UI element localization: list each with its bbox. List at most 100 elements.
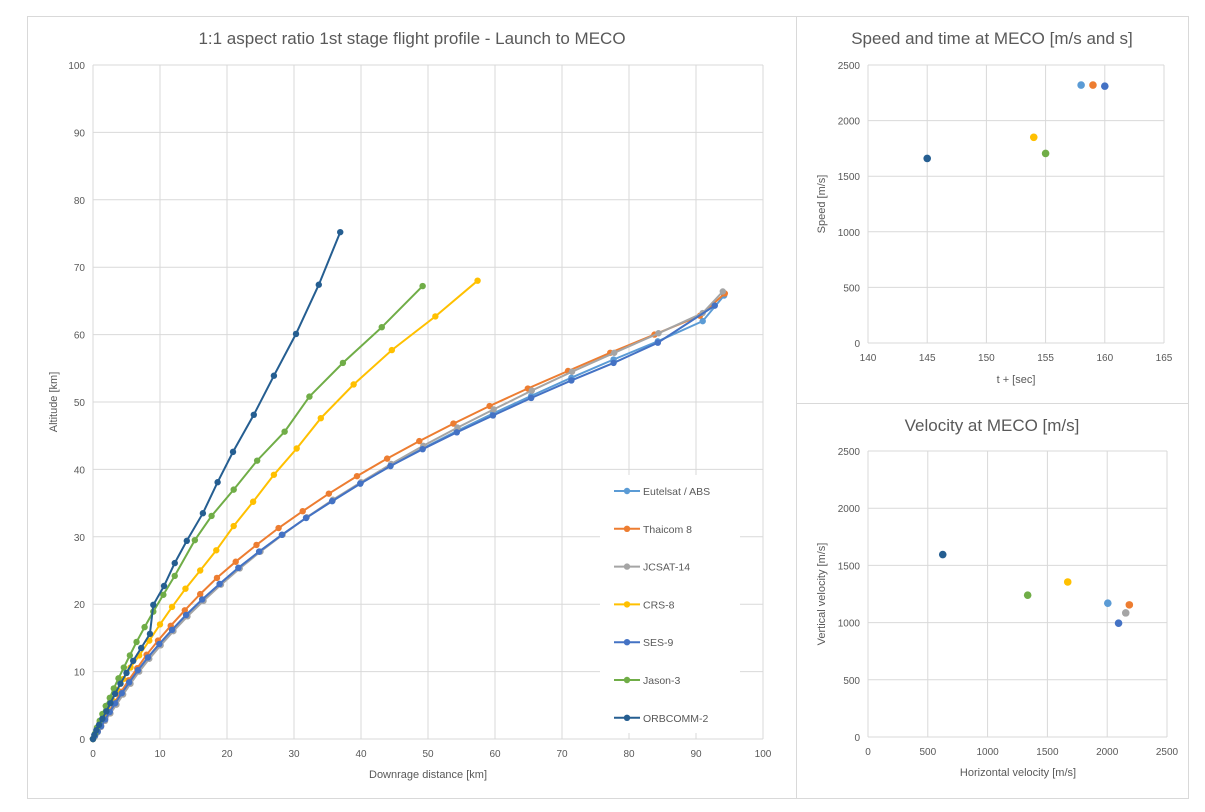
y-tick-label: 0 <box>854 733 860 744</box>
data-point <box>719 288 726 295</box>
y-tick-label: 1500 <box>838 172 861 183</box>
data-point <box>130 657 137 665</box>
x-tick-label: 0 <box>90 749 96 760</box>
data-point <box>337 228 344 236</box>
data-point-jason-3 <box>1023 591 1032 599</box>
data-point <box>208 512 215 520</box>
data-point <box>388 346 396 354</box>
data-point <box>325 490 333 497</box>
data-point <box>610 359 617 367</box>
data-point <box>299 507 306 515</box>
data-point <box>357 480 364 487</box>
y-tick-label: 10 <box>74 668 86 679</box>
data-point <box>383 455 391 462</box>
legend-dot-marker <box>623 676 631 684</box>
x-tick-label: 40 <box>355 749 367 760</box>
y-tick-label: 0 <box>854 339 860 350</box>
data-point <box>278 531 286 538</box>
x-tick-label: 2500 <box>1156 747 1179 758</box>
legend-dot-marker <box>623 639 631 646</box>
x-axis-label: Horizontal velocity [m/s] <box>960 767 1076 779</box>
data-point-eutelsat-abs <box>1103 599 1112 607</box>
data-point <box>138 644 145 652</box>
legend-item: Thaicom 8 <box>614 524 692 536</box>
data-point <box>270 471 278 478</box>
y-tick-label: 20 <box>74 600 86 611</box>
data-point-thaicom-8 <box>1125 601 1134 609</box>
data-point <box>253 541 260 549</box>
data-point-ses-9 <box>1114 619 1123 627</box>
data-point <box>270 372 278 379</box>
data-point <box>171 572 178 580</box>
data-point <box>214 479 221 486</box>
legend-dot-marker <box>623 563 631 570</box>
chart-title: Speed and time at MECO [m/s and s] <box>851 29 1133 48</box>
data-point <box>95 721 103 729</box>
data-point <box>99 715 106 722</box>
legend-label: ORBCOMM-2 <box>643 713 708 725</box>
legend-item: Jason-3 <box>614 675 681 687</box>
data-point <box>387 462 394 470</box>
data-point <box>230 486 237 493</box>
data-point <box>654 339 662 346</box>
data-point <box>197 567 204 574</box>
data-point <box>450 420 457 427</box>
data-point <box>146 630 154 638</box>
legend-dot-marker <box>623 487 631 495</box>
data-point <box>229 448 237 456</box>
data-point <box>168 626 176 634</box>
y-tick-label: 2500 <box>838 61 861 72</box>
points-group <box>923 81 1109 163</box>
x-axis-label: t + [sec] <box>997 374 1036 386</box>
data-point <box>611 349 618 356</box>
y-tick-labels: 0 500 1000 1500 2000 2500 <box>838 447 861 744</box>
data-point <box>199 510 207 517</box>
data-point <box>183 537 190 545</box>
legend-label: CRS-8 <box>643 599 675 611</box>
data-point <box>474 277 481 284</box>
x-tick-labels: 0 500 1000 1500 2000 2500 <box>865 747 1178 758</box>
x-tick-label: 30 <box>288 749 300 760</box>
legend-dot-marker <box>623 714 631 721</box>
data-point <box>232 558 239 565</box>
grid <box>867 64 1165 344</box>
data-point <box>317 414 324 422</box>
legend: Eutelsat / ABS Thaicom 8 JCSAT-14 CRS-8 SES-… <box>614 486 710 725</box>
data-point <box>416 437 423 445</box>
x-tick-label: 60 <box>489 749 501 760</box>
y-axis-label: Speed [m/s] <box>816 175 828 234</box>
y-tick-label: 60 <box>74 331 86 342</box>
y-tick-label: 90 <box>74 128 86 139</box>
data-point <box>655 330 662 337</box>
x-tick-label: 100 <box>755 749 772 760</box>
data-point <box>197 590 204 598</box>
data-point <box>235 564 242 572</box>
data-point <box>126 652 134 659</box>
data-point <box>134 667 142 674</box>
data-point-orbcomm-2 <box>938 550 947 559</box>
data-point <box>117 680 124 687</box>
series-orbcomm-2 <box>89 228 344 743</box>
data-point <box>293 445 300 452</box>
data-point <box>249 498 257 505</box>
data-point <box>93 727 100 734</box>
legend-label: SES-9 <box>643 637 674 649</box>
data-point <box>419 282 426 290</box>
data-point <box>111 700 119 707</box>
data-point <box>250 411 257 419</box>
data-point-crs-8 <box>1063 578 1072 586</box>
data-point <box>275 524 282 532</box>
grid <box>867 450 1168 738</box>
data-point <box>315 281 322 288</box>
data-point <box>168 603 176 611</box>
data-point <box>156 640 163 648</box>
y-tick-label: 70 <box>74 263 86 274</box>
series-group <box>89 228 729 743</box>
data-point <box>490 406 497 413</box>
horizontal-divider <box>796 403 1189 404</box>
y-tick-label: 1500 <box>838 561 861 572</box>
data-point <box>419 445 426 453</box>
data-point <box>125 679 133 686</box>
